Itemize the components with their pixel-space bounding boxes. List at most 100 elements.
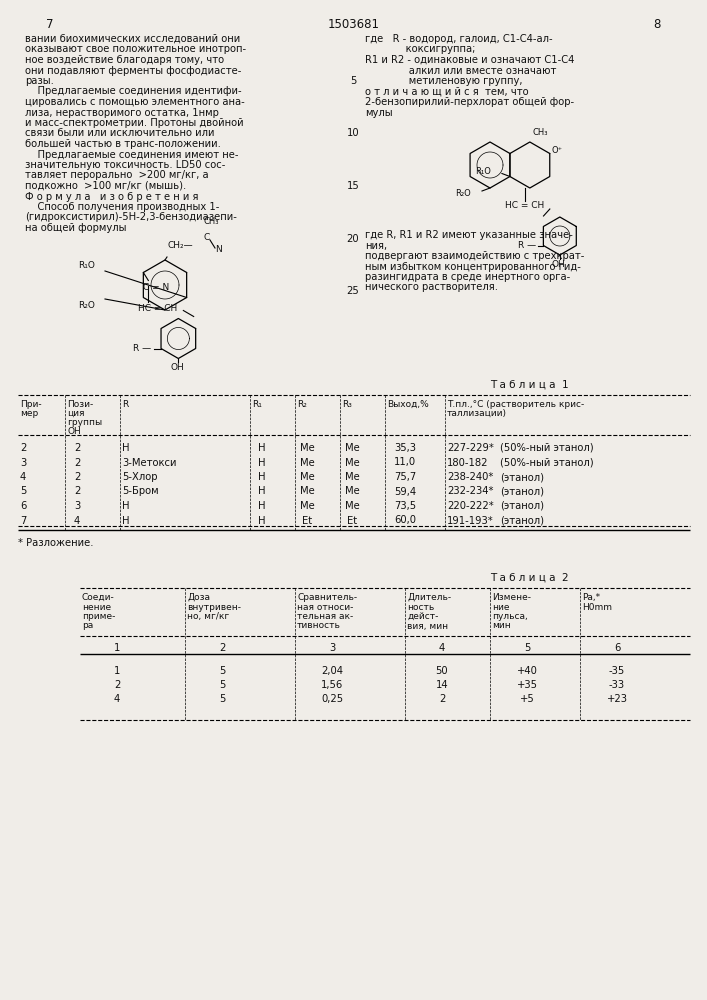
Text: ра: ра	[82, 621, 93, 631]
Text: HC = CH: HC = CH	[505, 202, 544, 211]
Text: (этанол): (этанол)	[500, 501, 544, 511]
Text: тавляет перорально  >200 мг/кг, а: тавляет перорально >200 мг/кг, а	[25, 170, 209, 180]
Text: Т.пл.,°С (растворитель крис-: Т.пл.,°С (растворитель крис-	[447, 400, 584, 409]
Text: Me: Me	[344, 472, 359, 482]
Text: 3-Метокси: 3-Метокси	[122, 458, 177, 468]
Text: OH: OH	[552, 260, 566, 269]
Text: 5: 5	[218, 694, 226, 704]
Text: подкожно  >100 мг/кг (мышь).: подкожно >100 мг/кг (мышь).	[25, 181, 186, 191]
Text: 14: 14	[436, 680, 448, 690]
Text: 3: 3	[329, 643, 335, 653]
Text: (50%-ный этанол): (50%-ный этанол)	[500, 443, 594, 453]
Text: (50%-ный этанол): (50%-ный этанол)	[500, 458, 594, 468]
Text: 10: 10	[346, 128, 359, 138]
Text: 7: 7	[46, 18, 54, 31]
Text: 227-229*: 227-229*	[447, 443, 494, 453]
Text: группы: группы	[67, 418, 102, 427]
Text: дейст-: дейст-	[407, 612, 438, 621]
Text: связи были или исключительно или: связи были или исключительно или	[25, 128, 214, 138]
Text: 73,5: 73,5	[394, 501, 416, 511]
Text: 4: 4	[114, 694, 120, 704]
Text: метиленовую группу,: метиленовую группу,	[365, 76, 522, 86]
Text: подвергают взаимодействию с трехкрат-: подвергают взаимодействию с трехкрат-	[365, 251, 585, 261]
Text: ния,: ния,	[365, 240, 387, 250]
Text: O⁺: O⁺	[551, 146, 563, 155]
Text: 2,04: 2,04	[321, 666, 343, 676]
Text: +5: +5	[520, 694, 534, 704]
Text: 4: 4	[20, 472, 26, 482]
Text: Т а б л и ц а  1: Т а б л и ц а 1	[490, 380, 568, 390]
Text: R₁O: R₁O	[78, 260, 95, 269]
Text: Me: Me	[344, 443, 359, 453]
Text: ность: ность	[407, 602, 434, 611]
Text: 15: 15	[346, 181, 359, 191]
Text: +40: +40	[517, 666, 537, 676]
Text: 60,0: 60,0	[394, 516, 416, 526]
Text: (гидроксистирил)-5Н-2,3-бензодиазепи-: (гидроксистирил)-5Н-2,3-бензодиазепи-	[25, 213, 237, 223]
Text: ОН: ОН	[67, 427, 81, 436]
Text: вании биохимических исследований они: вании биохимических исследований они	[25, 34, 240, 44]
Text: они подавляют ферменты фосфодиасте-: они подавляют ферменты фосфодиасте-	[25, 66, 241, 76]
Text: Длитель-: Длитель-	[407, 593, 451, 602]
Text: Способ получения производных 1-: Способ получения производных 1-	[25, 202, 219, 212]
Text: тельная ак-: тельная ак-	[297, 612, 354, 621]
Text: ная относи-: ная относи-	[297, 602, 354, 611]
Text: приме-: приме-	[82, 612, 115, 621]
Text: +23: +23	[607, 694, 628, 704]
Text: пульса,: пульса,	[492, 612, 527, 621]
Text: C = N: C = N	[144, 282, 170, 292]
Text: нического растворителя.: нического растворителя.	[365, 282, 498, 292]
Text: (этанол): (этанол)	[500, 472, 544, 482]
Text: где   R - водород, галоид, C1-C4-ал-: где R - водород, галоид, C1-C4-ал-	[365, 34, 553, 44]
Text: Et: Et	[302, 516, 312, 526]
Text: 2: 2	[20, 443, 26, 453]
Text: о т л и ч а ю щ и й с я  тем, что: о т л и ч а ю щ и й с я тем, что	[365, 87, 529, 97]
Text: ция: ция	[67, 409, 85, 418]
Text: Me: Me	[300, 443, 315, 453]
Text: Измене-: Измене-	[492, 593, 531, 602]
Text: Н: Н	[258, 472, 266, 482]
Text: Me: Me	[300, 487, 315, 496]
Text: C: C	[204, 233, 210, 242]
Text: Сравнитель-: Сравнитель-	[297, 593, 357, 602]
Text: 25: 25	[346, 286, 359, 296]
Text: R₁O: R₁O	[475, 167, 491, 176]
Text: Me: Me	[300, 501, 315, 511]
Text: HC = CH: HC = CH	[139, 304, 177, 313]
Text: 75,7: 75,7	[394, 472, 416, 482]
Text: 2-бензопирилий-перхлорат общей фор-: 2-бензопирилий-перхлорат общей фор-	[365, 97, 574, 107]
Text: 5-Бром: 5-Бром	[122, 487, 158, 496]
Text: Пози-: Пози-	[67, 400, 93, 409]
Text: 11,0: 11,0	[394, 458, 416, 468]
Text: При-: При-	[20, 400, 42, 409]
Text: 232-234*: 232-234*	[447, 487, 493, 496]
Text: нение: нение	[82, 602, 111, 611]
Text: мер: мер	[20, 409, 38, 418]
Text: 238-240*: 238-240*	[447, 472, 493, 482]
Text: N: N	[215, 245, 222, 254]
Text: Me: Me	[344, 487, 359, 496]
Text: 35,3: 35,3	[394, 443, 416, 453]
Text: R₂O: R₂O	[78, 300, 95, 310]
Text: Предлагаемые соединения идентифи-: Предлагаемые соединения идентифи-	[25, 87, 242, 97]
Text: 2: 2	[439, 694, 445, 704]
Text: разы.: разы.	[25, 76, 54, 86]
Text: 1: 1	[114, 666, 120, 676]
Text: 2: 2	[218, 643, 226, 653]
Text: 220-222*: 220-222*	[447, 501, 493, 511]
Text: Доза: Доза	[187, 593, 210, 602]
Text: R —: R —	[518, 241, 537, 250]
Text: R₂: R₂	[297, 400, 307, 409]
Text: CH₃: CH₃	[204, 217, 219, 226]
Text: значительную токсичность. LD50 сос-: значительную токсичность. LD50 сос-	[25, 160, 226, 170]
Text: R: R	[122, 400, 128, 409]
Text: (этанол): (этанол)	[500, 516, 544, 526]
Text: Н: Н	[258, 501, 266, 511]
Text: таллизации): таллизации)	[447, 409, 507, 418]
Text: Н: Н	[258, 458, 266, 468]
Text: 5: 5	[350, 76, 356, 86]
Text: ным избытком концентрированного гид-: ным избытком концентрированного гид-	[365, 261, 581, 271]
Text: OH: OH	[170, 363, 184, 372]
Text: 5: 5	[524, 643, 530, 653]
Text: вия, мин: вия, мин	[407, 621, 448, 631]
